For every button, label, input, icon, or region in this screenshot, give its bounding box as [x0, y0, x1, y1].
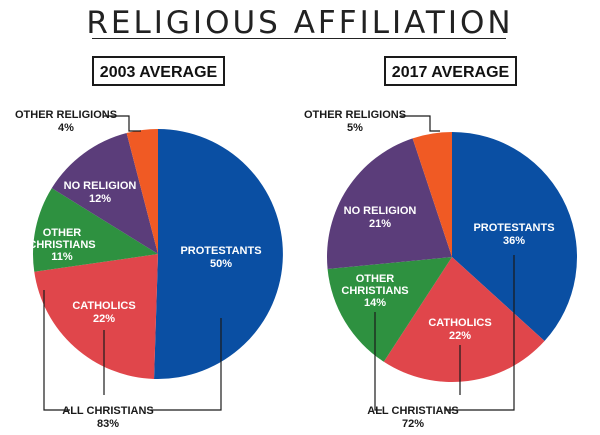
value-no-religion: 12% [89, 193, 111, 205]
label-protestants: PROTESTANTS [180, 245, 261, 257]
leader-line-other-christians [374, 312, 382, 411]
pie-chart-2003: 2003 AVERAGE PROTESTANTS 50% CATHOLICS 2… [15, 56, 283, 430]
chart-title: 2003 AVERAGE [100, 64, 218, 81]
label-other-christians-1: OTHER [356, 273, 395, 285]
leader-line-protestants [150, 318, 222, 411]
slice-other-religions [126, 129, 158, 254]
title-rule [92, 38, 506, 39]
value-all-christians: 72% [402, 418, 424, 430]
value-other-religions: 4% [58, 122, 74, 134]
leader-line-protestants [445, 255, 515, 411]
label-other-christians-2: CHRISTIANS [341, 285, 408, 297]
label-other-christians-1: OTHER [43, 227, 82, 239]
value-other-christians: 14% [364, 297, 386, 309]
main-title: RELIGIOUS AFFILIATION [86, 5, 514, 41]
slice-protestants [452, 132, 577, 342]
slice-catholics [34, 254, 158, 379]
leader-line-other-religions [400, 115, 440, 132]
label-no-religion: NO RELIGION [64, 180, 137, 192]
value-no-religion: 21% [369, 218, 391, 230]
label-all-christians: ALL CHRISTIANS [367, 405, 458, 417]
value-protestants: 36% [503, 235, 525, 247]
value-all-christians: 83% [97, 418, 119, 430]
slice-protestants [154, 129, 283, 379]
label-other-christians-2: CHRISTIANS [28, 239, 95, 251]
label-protestants: PROTESTANTS [473, 222, 554, 234]
pie-slices [327, 132, 577, 382]
slice-other-christians [327, 257, 452, 362]
pie-chart-2017: 2017 AVERAGE PROTESTANTS 36% CATHOLICS 2… [304, 56, 577, 430]
label-all-christians: ALL CHRISTIANS [62, 405, 153, 417]
label-other-religions: OTHER RELIGIONS [304, 109, 406, 121]
value-catholics: 22% [93, 313, 115, 325]
label-catholics: CATHOLICS [428, 317, 491, 329]
value-other-religions: 5% [347, 122, 363, 134]
slice-labels: PROTESTANTS 36% CATHOLICS 22% OTHER CHRI… [304, 109, 555, 430]
slice-no-religion [51, 133, 158, 254]
label-catholics: CATHOLICS [72, 300, 135, 312]
slice-other-christians [32, 188, 158, 272]
leader-line-other-christians [43, 290, 70, 411]
chart-title: 2017 AVERAGE [392, 64, 510, 81]
slice-catholics [383, 257, 545, 382]
label-other-religions: OTHER RELIGIONS [15, 109, 117, 121]
value-catholics: 22% [449, 330, 471, 342]
chart-title-box [92, 56, 225, 86]
pie-slices [32, 129, 283, 379]
slice-other-religions [412, 132, 452, 257]
slice-no-religion [327, 138, 452, 269]
value-protestants: 50% [210, 258, 232, 270]
leader-lines [374, 115, 515, 411]
chart-title-box [384, 56, 517, 86]
leader-line-other-religions [103, 115, 141, 132]
value-other-christians: 11% [51, 251, 73, 263]
leader-lines [43, 115, 222, 411]
slice-labels: PROTESTANTS 50% CATHOLICS 22% OTHER CHRI… [15, 109, 262, 430]
label-no-religion: NO RELIGION [344, 205, 417, 217]
